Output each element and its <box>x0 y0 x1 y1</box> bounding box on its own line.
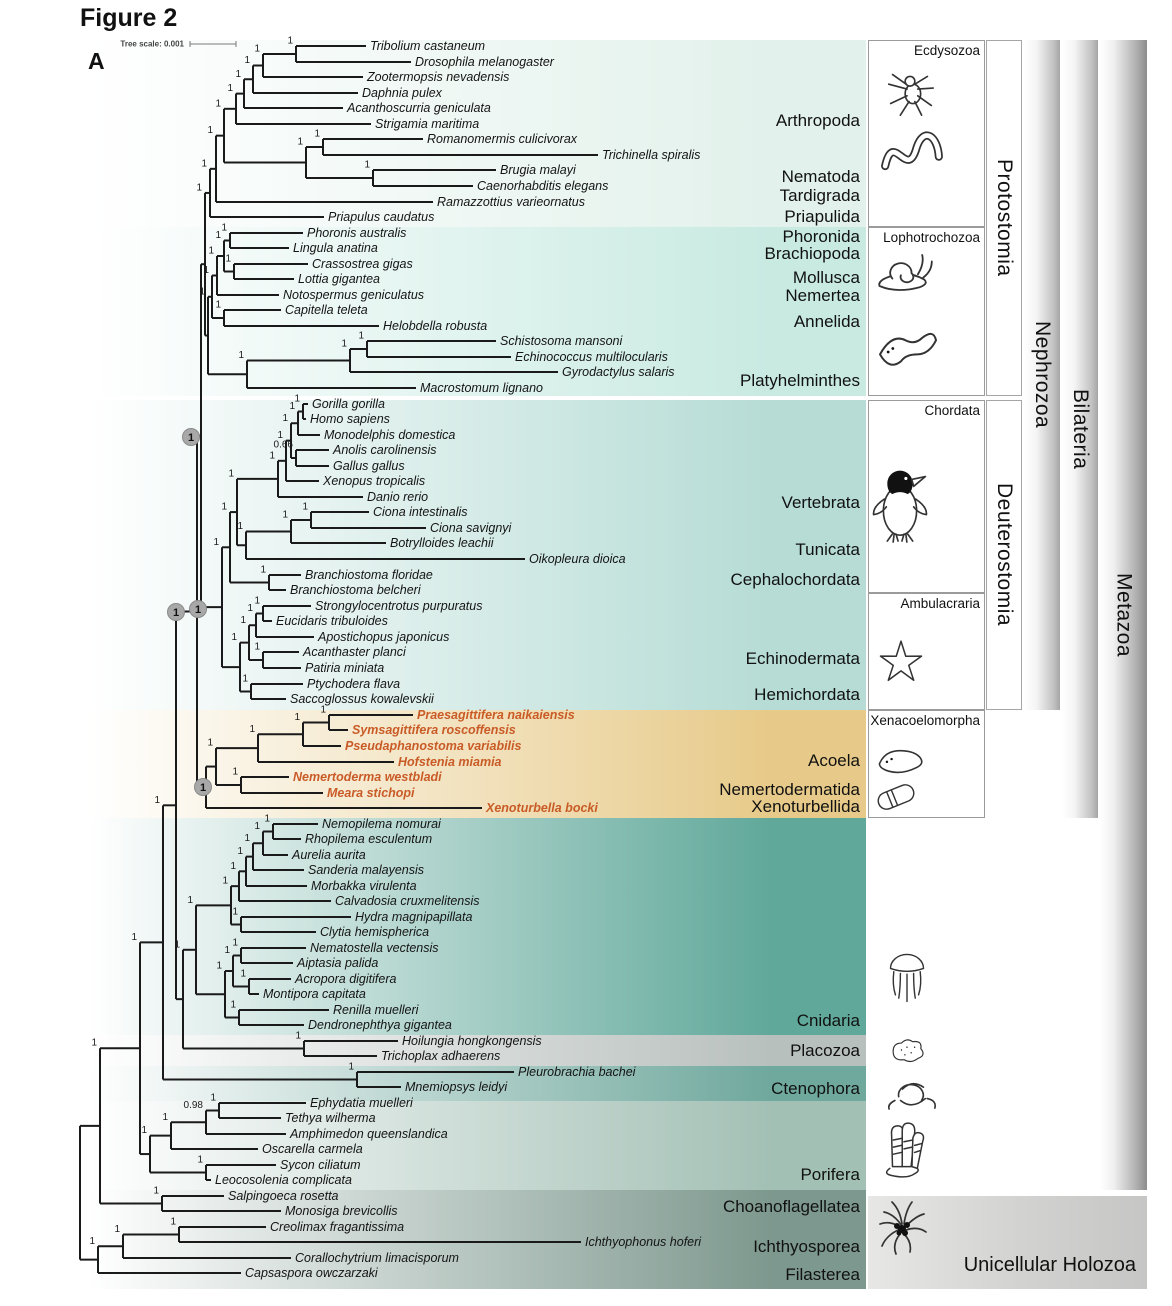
sponge-sketch <box>885 1122 925 1178</box>
clade-label-nemertea: Nemertea <box>785 286 860 305</box>
snail-sketch <box>878 254 933 291</box>
deuterostomia-band <box>90 400 866 710</box>
group-box-title: Ecdysozoa <box>913 43 980 58</box>
clade-label-porifera: Porifera <box>800 1165 860 1184</box>
group-box-title: Lophotrochozoa <box>883 230 980 245</box>
clade-label-tardigrada: Tardigrada <box>779 186 860 205</box>
clade-label-hemichordata: Hemichordata <box>754 685 860 704</box>
group-box-title: Xenacoelomorpha <box>870 713 980 728</box>
acoel-sketch <box>878 749 923 774</box>
clade-label-xenoturbellida: Xenoturbellida <box>751 797 860 816</box>
clade-label-annelida: Annelida <box>793 312 860 331</box>
penguin-sketch <box>872 470 928 543</box>
group-box-lophotrochozoa: Lophotrochozoa <box>868 227 985 396</box>
clade-label-filasterea: Filasterea <box>785 1265 860 1284</box>
ecdysozoa-band <box>90 40 866 227</box>
side-column-label: Protostomia <box>993 159 1016 277</box>
side-column-label: Nephrozoa <box>1031 321 1054 429</box>
side-column-bilateria: Bilateria <box>1062 40 1098 818</box>
clade-label-mollusca: Mollusca <box>792 268 860 287</box>
ctenophora-band <box>90 1066 866 1101</box>
clade-label-choanoflagellatea: Choanoflagellatea <box>722 1197 860 1216</box>
cnidaria-band <box>90 818 866 1035</box>
clade-label-placozoa: Placozoa <box>790 1041 860 1060</box>
clade-label-tunicata: Tunicata <box>795 540 860 559</box>
clade-label-cnidaria: Cnidaria <box>796 1011 860 1030</box>
clade-label-acoela: Acoela <box>808 751 860 770</box>
unicellular-holozoa-label: Unicellular Holozoa <box>963 1254 1136 1276</box>
spider-sketch <box>887 73 935 116</box>
side-column-label: Metazoa <box>1112 572 1136 658</box>
side-column-label: Deuterostomia <box>993 483 1016 627</box>
unicellular-holozoa-box <box>868 1196 1147 1289</box>
clade-label-phoronida: Phoronida <box>782 227 860 246</box>
side-column-deuterostomia: Deuterostomia <box>986 400 1022 710</box>
clade-label-vertebrata: Vertebrata <box>781 493 860 512</box>
figure-title: Figure 2 <box>80 4 178 32</box>
group-box-ambulacraria: Ambulacraria <box>868 593 985 710</box>
group-box-title: Ambulacraria <box>900 596 980 611</box>
choanoflagellate-sketch <box>879 1201 927 1255</box>
clade-label-arthropoda: Arthropoda <box>775 111 860 130</box>
capsule-sketch <box>877 784 915 810</box>
panel-letter: A <box>88 48 105 74</box>
clade-label-brachiopoda: Brachiopoda <box>764 244 860 263</box>
clade-label-echinodermata: Echinodermata <box>745 649 860 668</box>
placozoa-band <box>90 1035 866 1066</box>
group-box-title: Chordata <box>924 403 980 418</box>
side-column-metazoa: Metazoa <box>1100 40 1147 1190</box>
ctenophore-sketch <box>887 1083 936 1110</box>
side-column-nephrozoa: Nephrozoa <box>1024 40 1060 710</box>
nematode-sketch <box>881 131 943 171</box>
side-column-protostomia: Protostomia <box>986 40 1022 396</box>
side-column-label: Bilateria <box>1069 388 1092 470</box>
porifera-band <box>90 1101 866 1190</box>
starfish-sketch <box>879 640 923 682</box>
clade-label-ichthyosporea: Ichthyosporea <box>753 1237 860 1256</box>
jellyfish-sketch <box>889 953 925 1003</box>
clade-label-nemertodermatida: Nemertodermatida <box>719 780 860 799</box>
clade-label-ctenophora: Ctenophora <box>771 1079 860 1098</box>
clade-label-nematoda: Nematoda <box>781 167 860 186</box>
clade-label-cephalochordata: Cephalochordata <box>730 570 860 589</box>
flatworm-sketch <box>879 332 937 366</box>
placozoan-sketch <box>892 1039 924 1063</box>
clade-label-platyhelminthes: Platyhelminthes <box>739 371 860 390</box>
xenacoelomorpha-band <box>90 710 866 818</box>
clade-label-priapulida: Priapulida <box>784 207 860 226</box>
